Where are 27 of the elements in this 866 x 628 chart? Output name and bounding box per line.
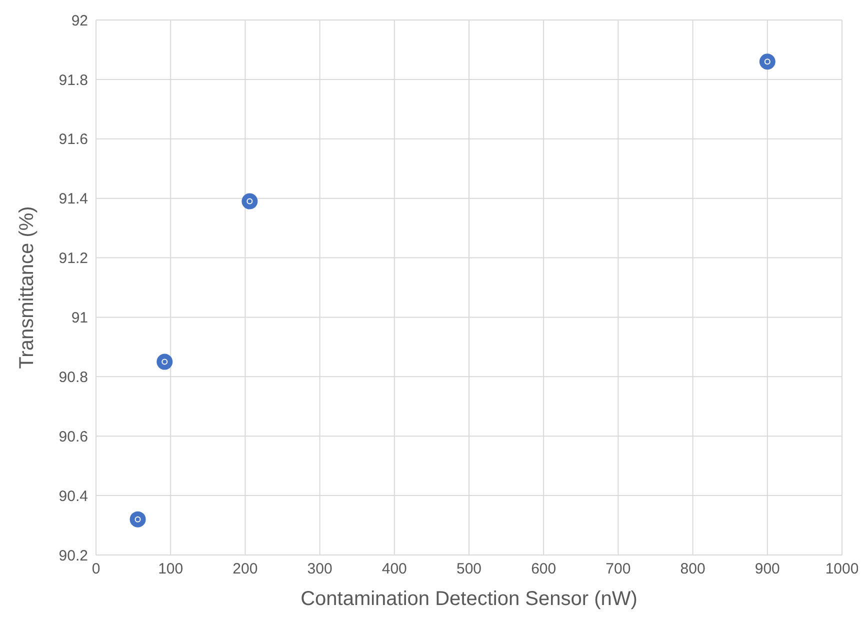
x-tick-label: 500: [456, 560, 482, 578]
x-tick-label: 1000: [825, 560, 859, 578]
point: [759, 54, 776, 70]
x-tick-label: 400: [382, 560, 407, 578]
point: [242, 193, 258, 210]
x-tick-label: 800: [680, 560, 706, 578]
y-tick-label: 91.6: [58, 131, 88, 148]
y-tick-label: 91.4: [58, 190, 88, 208]
y-tick-label: 90.2: [58, 547, 88, 564]
y-tick-label: 90.4: [58, 488, 88, 505]
x-tick-label: 900: [754, 560, 780, 578]
y-tick-label: 92: [71, 12, 88, 30]
y-tick-label: 91: [71, 310, 88, 327]
x-tick-label: 100: [158, 560, 184, 578]
point: [130, 511, 146, 528]
x-tick-label: 600: [531, 560, 556, 578]
y-tick-label: 90.8: [58, 368, 88, 386]
x-axis-title: Contamination Detection Sensor (nW): [300, 588, 638, 610]
x-tick-label: 300: [307, 560, 332, 578]
y-tick-label: 90.6: [58, 428, 88, 446]
y-tick-label: 91.8: [58, 72, 88, 89]
x-tick-label: 0: [92, 560, 100, 578]
y-axis-title: Transmittance (%): [16, 206, 38, 369]
point: [156, 354, 173, 370]
x-tick-label: 700: [606, 560, 631, 578]
y-tick-label: 91.2: [58, 250, 88, 268]
x-tick-label: 200: [232, 560, 258, 578]
